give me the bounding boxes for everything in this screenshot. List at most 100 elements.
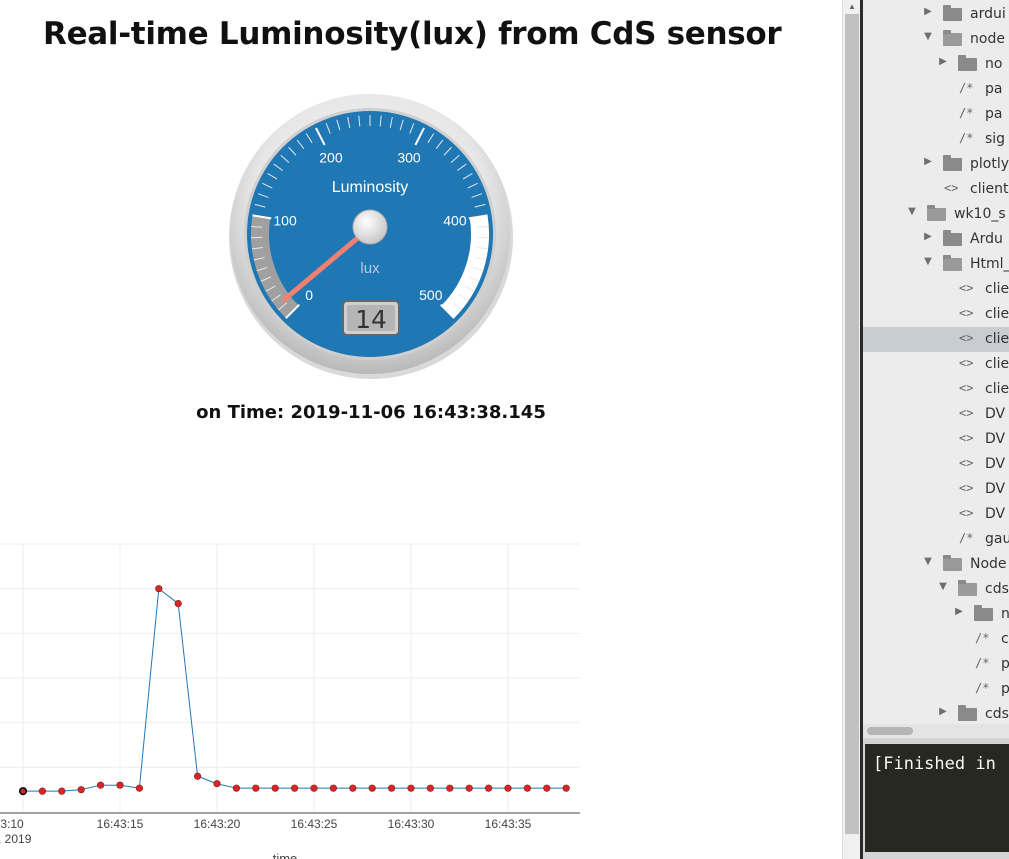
tree-item-folder[interactable]: ▼ wk10_s [863,202,1009,227]
tree-item-folder[interactable]: ▼ cds [863,577,1009,602]
tree-item-html[interactable]: <> DV [863,452,1009,477]
chart-x-start-label: :3:10 [0,817,24,831]
chart-data-point [271,784,279,792]
gauge-minor-tick [477,226,489,228]
js-file-icon: /* [975,656,990,670]
gauge-minor-tick [257,193,269,198]
tree-item-label: p [1001,681,1009,697]
chevron-down-icon[interactable]: ▼ [939,581,947,592]
chevron-down-icon[interactable]: ▼ [924,31,932,42]
html-file-icon: <> [959,331,974,345]
tree-item-js[interactable]: /* p [863,652,1009,677]
chevron-right-icon[interactable]: ▶ [939,56,947,67]
tree-item-html[interactable]: <> DV [863,427,1009,452]
chevron-down-icon[interactable]: ▼ [924,556,932,567]
gauge-minor-tick [251,247,263,250]
tree-item-folder[interactable]: ▶ plotly [863,152,1009,177]
tree-item-html[interactable]: <> clie [863,352,1009,377]
tree-item-js[interactable]: /* p [863,677,1009,702]
chart-data-point [523,784,532,792]
gauge-major-tick [252,214,272,220]
tree-item-folder[interactable]: ▼ node [863,27,1009,52]
js-file-icon: /* [959,81,974,95]
scrollbar-thumb[interactable] [845,14,859,834]
chart-x-tick-label: 16:43:25 [291,817,338,831]
html-file-icon: <> [959,306,974,320]
chevron-right-icon[interactable]: ▶ [939,706,947,717]
tree-item-html[interactable]: <> DV [863,502,1009,527]
build-output-text: [Finished in [873,754,996,774]
tree-item-html[interactable]: <> clie [863,327,1009,352]
tree-item-folder[interactable]: ▶ no [863,52,1009,77]
tree-item-html[interactable]: <> clie [863,277,1009,302]
tree-item-html[interactable]: <> DV [863,402,1009,427]
gauge-minor-tick [457,163,467,171]
tree-item-label: DV [985,506,1006,522]
sidebar-scrollbar-thumb[interactable] [867,727,913,735]
tree-item-label: clie [985,281,1009,297]
html-file-icon: <> [959,431,974,445]
chevron-right-icon[interactable]: ▶ [955,606,963,617]
gauge-minor-tick [296,139,305,149]
gauge-units: lux [360,260,380,277]
tree-item-label: clie [985,381,1009,397]
chevron-right-icon[interactable]: ▶ [924,156,932,167]
chevron-right-icon[interactable]: ▶ [924,231,932,242]
tree-item-js[interactable]: /* sig [863,127,1009,152]
browser-viewport: Real-time Luminosity(lux) from CdS senso… [0,16,782,859]
html-file-icon: <> [959,456,974,470]
gauge-tick-label-0: 0 [305,287,313,303]
tree-item-js[interactable]: /* c [863,627,1009,652]
chevron-down-icon[interactable]: ▼ [908,206,916,217]
chevron-down-icon[interactable]: ▼ [924,256,932,267]
gauge-minor-tick [468,276,480,282]
html-file-icon: <> [959,356,974,370]
chart-data-point [485,784,493,792]
gauge-value-box-inner [347,305,395,331]
chevron-right-icon[interactable]: ▶ [924,6,932,17]
tree-item-folder[interactable]: ▼ Html_ [863,252,1009,277]
gauge-major-tick [468,214,488,220]
chart-data-point [465,784,473,792]
tree-item-html[interactable]: <> clie [863,302,1009,327]
tree-item-folder[interactable]: ▶ ardui [863,2,1009,27]
tree-item-folder[interactable]: ▼ Node [863,552,1009,577]
page-title: Real-time Luminosity(lux) from CdS senso… [43,16,782,52]
chart-data-point [329,784,338,792]
gauge-minor-tick [251,226,263,228]
chart-data-point [349,784,357,792]
tree-item-html[interactable]: <> client [863,177,1009,202]
tree-item-html[interactable]: <> DV [863,477,1009,502]
scroll-up-arrow-icon[interactable]: ▲ [848,2,856,11]
tree-item-folder[interactable]: ▶ cds [863,702,1009,727]
js-file-icon: /* [959,131,974,145]
tree-item-label: cds [985,581,1009,597]
tree-item-js[interactable]: /* gau [863,527,1009,552]
gauge-value-readout: 14 [355,305,387,334]
js-file-icon: /* [975,681,990,695]
gauge-minor-tick [379,115,382,127]
gauge-minor-tick [435,139,444,149]
gauge-minor-tick [267,172,278,180]
chart-data-point [291,784,299,792]
chart-data-point [407,784,415,792]
tree-item-html[interactable]: <> clie [863,377,1009,402]
gauge-minor-tick [443,146,452,156]
gauge-major-tick [414,127,425,146]
tree-item-label: ardui [970,6,1006,22]
tree-item-js[interactable]: /* pa [863,102,1009,127]
tree-item-label: Node [970,556,1007,572]
tree-item-js[interactable]: /* pa [863,77,1009,102]
tree-item-folder[interactable]: ▶ n [863,602,1009,627]
gauge-minor-tick [467,182,478,189]
browser-vertical-scrollbar[interactable]: ▲ [842,0,860,859]
chart-data-point [504,784,512,792]
gauge-major-tick [285,304,300,319]
gauge-minor-tick [409,123,415,134]
sidebar-horizontal-scrollbar[interactable] [863,724,1009,738]
gauge-minor-tick [336,119,341,131]
tree-item-folder[interactable]: ▶ Ardu [863,227,1009,252]
html-file-icon: <> [959,281,974,295]
folder-icon [958,55,977,71]
chart-data-point [213,780,221,788]
